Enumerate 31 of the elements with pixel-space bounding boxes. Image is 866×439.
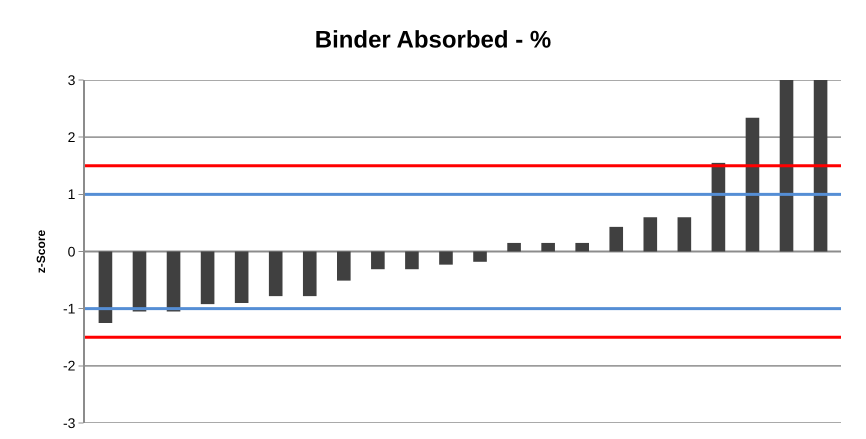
y-axis-title: z-Score (34, 230, 48, 274)
bar (234, 252, 248, 303)
bar (643, 217, 658, 252)
bar (507, 242, 521, 252)
y-tick-label: -3 (62, 414, 76, 431)
bar (541, 242, 555, 252)
bar (337, 252, 351, 281)
bar (473, 252, 487, 262)
bar (814, 80, 828, 252)
bar (405, 252, 419, 270)
bar (609, 226, 624, 252)
y-tick-label: 3 (68, 72, 76, 88)
chart-title: Binder Absorbed - % (314, 26, 552, 54)
bar (166, 252, 180, 312)
y-tick-label: 2 (68, 129, 76, 146)
bar (575, 242, 589, 252)
bar (439, 252, 453, 265)
bar (98, 252, 112, 323)
bar (371, 252, 385, 270)
y-tick-label: -2 (62, 358, 76, 374)
bar (268, 252, 283, 296)
y-tick-label: -1 (62, 300, 76, 317)
y-tick-label: 1 (68, 186, 76, 202)
bar (746, 118, 760, 252)
bar (712, 162, 726, 252)
bar (132, 252, 146, 312)
bar (678, 217, 692, 252)
bar (200, 252, 214, 304)
bar (302, 252, 317, 296)
bar (780, 80, 794, 252)
y-tick-label: 0 (68, 243, 76, 260)
